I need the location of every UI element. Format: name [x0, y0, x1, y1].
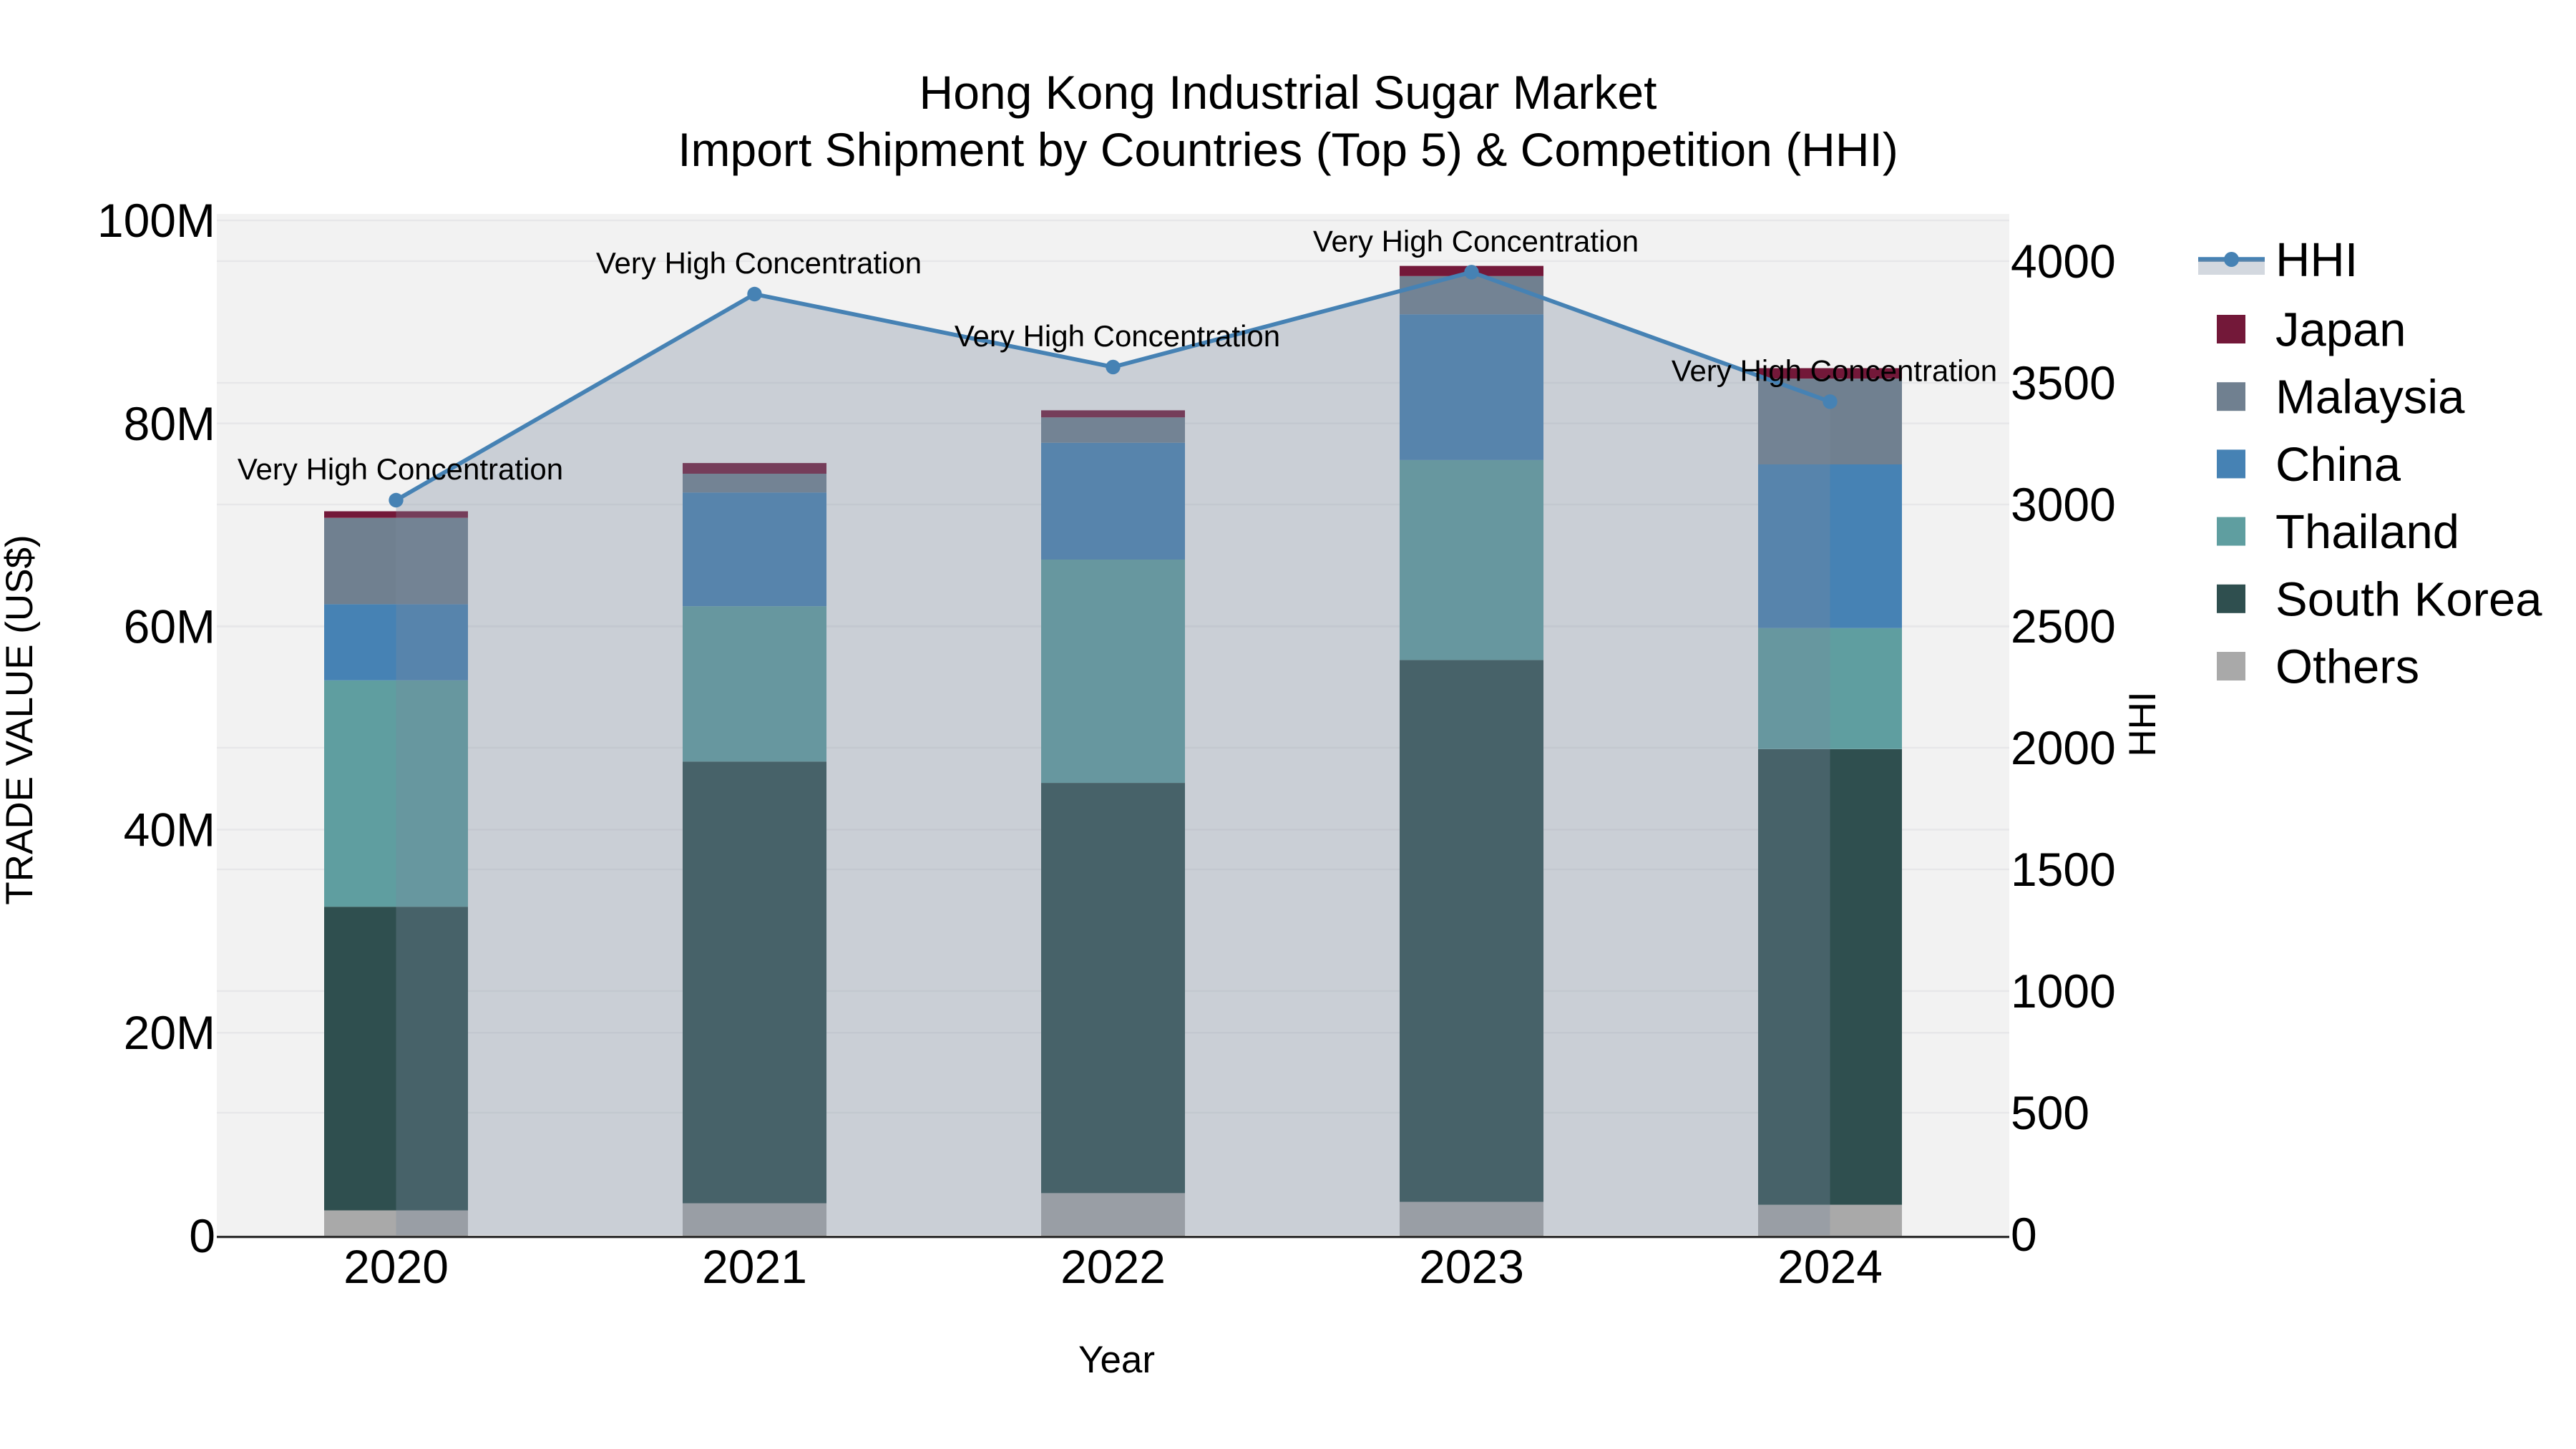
svg-text:TRADE VALUE (US$): TRADE VALUE (US$) — [0, 535, 41, 904]
svg-text:0: 0 — [189, 1209, 215, 1262]
svg-text:20M: 20M — [124, 1006, 215, 1059]
svg-text:1000: 1000 — [2011, 965, 2116, 1018]
svg-text:500: 500 — [2011, 1086, 2089, 1139]
svg-text:100M: 100M — [97, 194, 215, 247]
svg-text:Very High Concentration: Very High Concentration — [238, 452, 563, 486]
svg-text:2024: 2024 — [1777, 1240, 1883, 1293]
svg-text:80M: 80M — [124, 397, 215, 450]
svg-text:3000: 3000 — [2011, 478, 2116, 531]
svg-text:3500: 3500 — [2011, 356, 2116, 409]
svg-text:60M: 60M — [124, 600, 215, 653]
svg-text:2022: 2022 — [1060, 1240, 1166, 1293]
svg-text:2000: 2000 — [2011, 721, 2116, 774]
svg-text:2021: 2021 — [702, 1240, 807, 1293]
svg-text:Very High Concentration: Very High Concentration — [1672, 353, 1997, 387]
svg-text:1500: 1500 — [2011, 843, 2116, 896]
svg-text:2500: 2500 — [2011, 600, 2116, 653]
svg-text:Hong Kong Industrial Sugar Mar: Hong Kong Industrial Sugar Market — [919, 66, 1657, 119]
svg-text:Very High Concentration: Very High Concentration — [596, 246, 922, 280]
svg-text:2023: 2023 — [1419, 1240, 1524, 1293]
svg-text:South Korea: South Korea — [2275, 572, 2542, 626]
svg-text:0: 0 — [2011, 1208, 2037, 1261]
svg-text:Import Shipment by Countries (: Import Shipment by Countries (Top 5) & C… — [678, 123, 1898, 176]
svg-text:HHI: HHI — [2122, 691, 2164, 756]
svg-text:Very High Concentration: Very High Concentration — [1313, 224, 1639, 258]
svg-text:Very High Concentration: Very High Concentration — [955, 319, 1280, 353]
svg-text:HHI: HHI — [2275, 233, 2358, 287]
svg-text:40M: 40M — [124, 803, 215, 856]
svg-text:Year: Year — [1078, 1339, 1155, 1381]
svg-text:Thailand: Thailand — [2275, 505, 2459, 559]
svg-text:China: China — [2275, 438, 2401, 492]
svg-text:Others: Others — [2275, 640, 2419, 694]
svg-text:Malaysia: Malaysia — [2275, 371, 2465, 424]
svg-text:4000: 4000 — [2011, 235, 2116, 288]
svg-text:Japan: Japan — [2275, 303, 2406, 357]
svg-text:2020: 2020 — [343, 1240, 449, 1293]
